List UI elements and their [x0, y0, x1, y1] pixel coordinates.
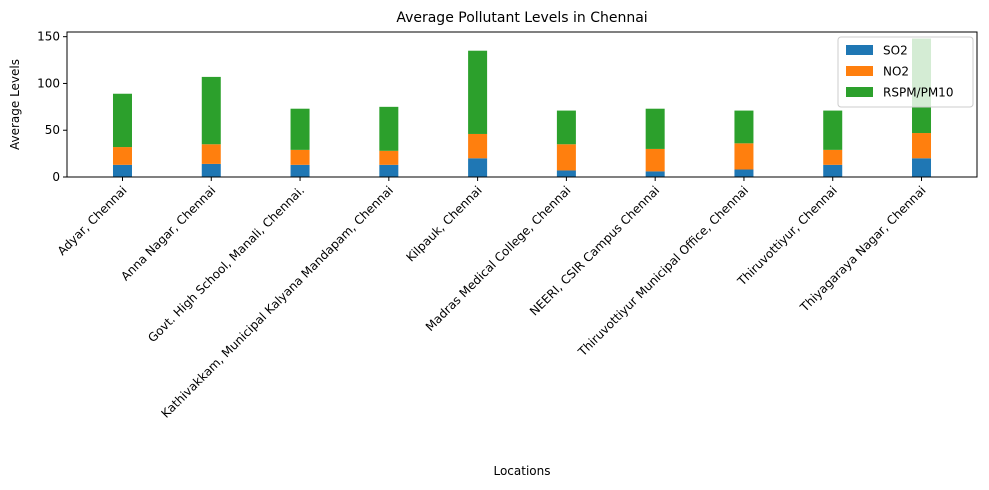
bar-rspm-pm10-6	[645, 108, 665, 149]
bar-no2-5	[556, 144, 576, 171]
bar-rspm-pm10-1	[201, 76, 221, 145]
bar-so2-6	[645, 171, 665, 177]
bar-rspm-pm10-4	[468, 50, 488, 134]
bar-rspm-pm10-7	[734, 110, 754, 144]
bar-no2-2	[290, 149, 310, 165]
legend: SO2 NO2 RSPM/PM10	[837, 36, 974, 108]
y-tick-label: 150	[37, 30, 60, 44]
bar-so2-5	[556, 170, 576, 177]
y-tick-label: 0	[52, 170, 60, 184]
bar-no2-4	[468, 133, 488, 159]
legend-label-no2: NO2	[883, 65, 909, 79]
bar-no2-0	[112, 147, 132, 165]
x-tick-label: Thiruvottiyur Municipal Office, Chennai	[575, 183, 751, 359]
legend-swatch-no2	[846, 66, 873, 76]
chart-title: Average Pollutant Levels in Chennai	[396, 10, 647, 26]
y-axis-ticks: 0 50 100 150	[37, 30, 67, 184]
bar-so2-4	[468, 158, 488, 177]
bar-so2-3	[379, 164, 399, 177]
bar-so2-1	[201, 163, 221, 177]
x-tick-label: Kilpauk, Chennai	[403, 183, 484, 264]
bar-rspm-pm10-8	[823, 110, 843, 150]
bar-rspm-pm10-5	[556, 110, 576, 145]
y-axis-label: Average Levels	[8, 59, 22, 150]
legend-swatch-so2	[846, 45, 873, 55]
y-tick-label: 50	[45, 123, 60, 137]
bar-so2-0	[112, 164, 132, 177]
bar-no2-6	[645, 148, 665, 172]
bar-rspm-pm10-0	[112, 93, 132, 148]
bar-no2-3	[379, 150, 399, 165]
x-tick-label: Madras Medical College, Chennai	[423, 183, 574, 334]
bar-no2-7	[734, 143, 754, 170]
bar-so2-7	[734, 169, 754, 177]
y-tick-label: 100	[37, 76, 60, 90]
legend-swatch-rspm-pm10	[846, 87, 873, 97]
x-axis-label: Locations	[493, 464, 550, 478]
bar-rspm-pm10-3	[379, 106, 399, 151]
bars-group	[112, 38, 932, 177]
bar-no2-8	[823, 149, 843, 165]
x-tick-label: Govt. High School, Manali, Chennai.	[145, 183, 307, 345]
bar-rspm-pm10-2	[290, 108, 310, 150]
x-tick-label: Thiruvottiyur, Chennai	[734, 183, 840, 289]
plot-frame	[66, 31, 978, 178]
bar-no2-9	[912, 133, 932, 159]
legend-label-rspm-pm10: RSPM/PM10	[883, 86, 953, 100]
bar-so2-8	[823, 164, 843, 177]
bar-so2-2	[290, 164, 310, 177]
bar-no2-1	[201, 144, 221, 164]
legend-label-so2: SO2	[883, 44, 908, 58]
x-tick-label: Anna Nagar, Chennai	[118, 183, 218, 283]
x-tick-label: Adyar, Chennai	[55, 183, 130, 258]
bar-so2-9	[912, 158, 932, 177]
